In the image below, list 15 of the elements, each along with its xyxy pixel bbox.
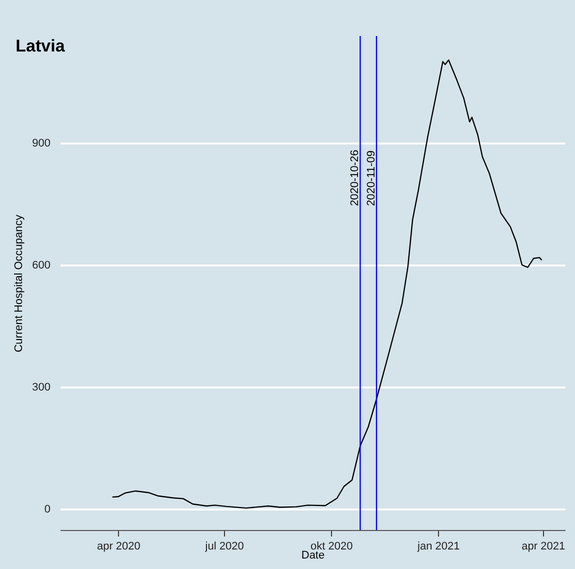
line-series bbox=[112, 59, 542, 509]
y-tick-label: 0 bbox=[44, 503, 50, 516]
y-axis-title: Current Hospital Occupancy bbox=[13, 214, 26, 352]
y-tick-label: 300 bbox=[32, 381, 50, 394]
x-tick-label: okt 2020 bbox=[310, 540, 353, 552]
chart-title: Latvia bbox=[16, 36, 66, 56]
x-tick-label: apr 2020 bbox=[96, 540, 140, 552]
ref-line-label: 2020-10-26 bbox=[349, 150, 362, 206]
y-tick-label: 900 bbox=[32, 137, 50, 150]
x-tick-label: jan 2021 bbox=[416, 540, 460, 552]
x-tick-label: apr 2021 bbox=[522, 540, 566, 552]
x-tick-label: jul 2020 bbox=[204, 540, 244, 552]
x-axis-title: Date bbox=[301, 550, 325, 562]
ref-line-label: 2020-11-09 bbox=[366, 150, 378, 206]
y-tick-label: 600 bbox=[32, 259, 50, 272]
